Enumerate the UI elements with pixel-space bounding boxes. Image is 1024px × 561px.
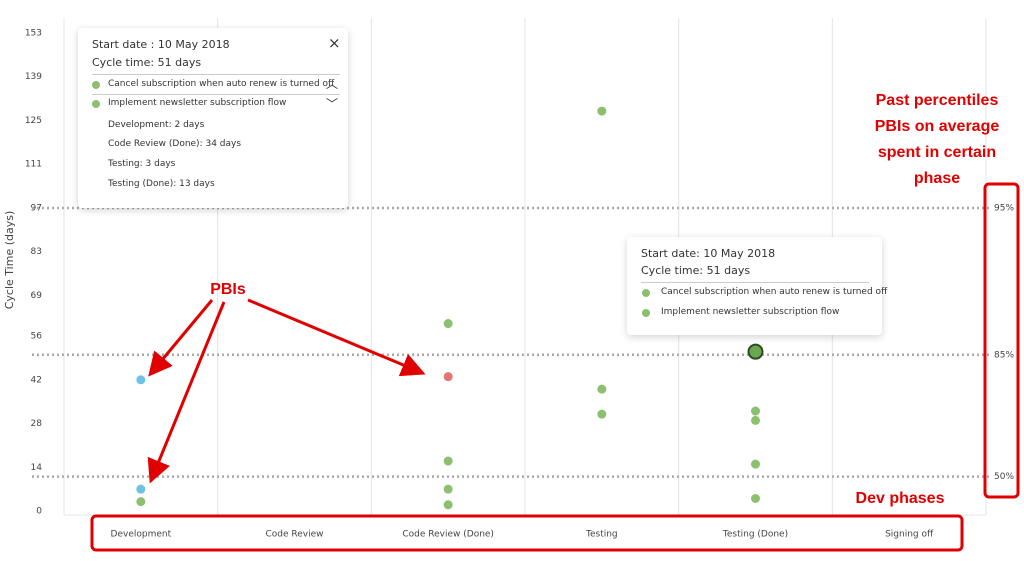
- data-point: [443, 372, 453, 382]
- phase-time: Testing (Done): 13 days: [108, 179, 215, 189]
- tooltip-start: Start date : 10 May 2018: [92, 38, 230, 51]
- data-point: [136, 484, 146, 494]
- y-tick-label: 139: [25, 72, 42, 82]
- data-point: [751, 494, 760, 504]
- y-tick-label: 0: [36, 507, 42, 517]
- data-point: [136, 497, 146, 507]
- x-tick-label: Development: [111, 530, 172, 540]
- y-tick-label: 97: [31, 203, 42, 213]
- x-tick-label: Code Review: [265, 530, 323, 540]
- tooltip-cycle: Cycle time: 51 days: [92, 56, 202, 69]
- phase-time: Testing: 3 days: [108, 159, 176, 169]
- phase-time: Code Review (Done): 34 days: [108, 139, 242, 149]
- collapse-button[interactable]: ︿: [326, 77, 339, 91]
- x-tick-label: Testing: [585, 530, 618, 540]
- y-tick-label: 14: [31, 463, 43, 473]
- data-point: [751, 406, 760, 416]
- data-point: [597, 409, 607, 419]
- item-dot: [92, 81, 100, 89]
- y-tick-label: 69: [31, 291, 43, 301]
- tooltip-start: Start date: 10 May 2018: [641, 247, 776, 260]
- data-point: [751, 459, 760, 469]
- data-point: [443, 500, 453, 510]
- data-point: [597, 384, 607, 394]
- item-dot: [92, 100, 100, 108]
- tooltip-item: Cancel subscription when auto renew is t…: [661, 287, 888, 297]
- item-dot: [642, 289, 650, 297]
- x-tick-label: Code Review (Done): [402, 530, 494, 540]
- tooltip-detail: Start date : 10 May 2018 × Cycle time: 5…: [78, 28, 348, 208]
- y-tick-label: 125: [25, 116, 42, 126]
- y-tick-label: 42: [31, 375, 42, 385]
- item-dot: [642, 309, 650, 317]
- y-axis-label: Cycle Time (days): [3, 211, 16, 310]
- data-point: [751, 415, 760, 425]
- x-tick-label: Testing (Done): [722, 530, 788, 540]
- close-button[interactable]: ×: [328, 34, 341, 52]
- percentile-label: 85%: [994, 350, 1014, 360]
- tooltip-item: Implement newsletter subscription flow: [108, 98, 287, 108]
- expand-button[interactable]: ﹀: [326, 97, 339, 111]
- data-point: [443, 484, 453, 494]
- data-point: [443, 456, 453, 466]
- tooltip-item: Implement newsletter subscription flow: [661, 307, 840, 317]
- y-tick-label: 111: [25, 160, 42, 170]
- y-tick-label: 28: [31, 419, 43, 429]
- data-point: [136, 375, 146, 385]
- phase-time: Development: 2 days: [108, 120, 205, 130]
- x-tick-label: Signing off: [885, 530, 934, 540]
- y-tick-label: 153: [25, 29, 42, 39]
- y-tick-label: 83: [31, 247, 42, 257]
- tooltip-item: Cancel subscription when auto renew is t…: [108, 79, 335, 89]
- tooltip-hover: Start date: 10 May 2018 Cycle time: 51 d…: [627, 237, 887, 335]
- y-tick-label: 56: [31, 332, 43, 342]
- data-point: [747, 343, 764, 360]
- data-point: [443, 319, 453, 329]
- percentile-label: 95%: [994, 203, 1014, 213]
- data-point: [597, 106, 607, 116]
- percentile-label: 50%: [994, 472, 1014, 482]
- tooltip-cycle: Cycle time: 51 days: [641, 264, 751, 277]
